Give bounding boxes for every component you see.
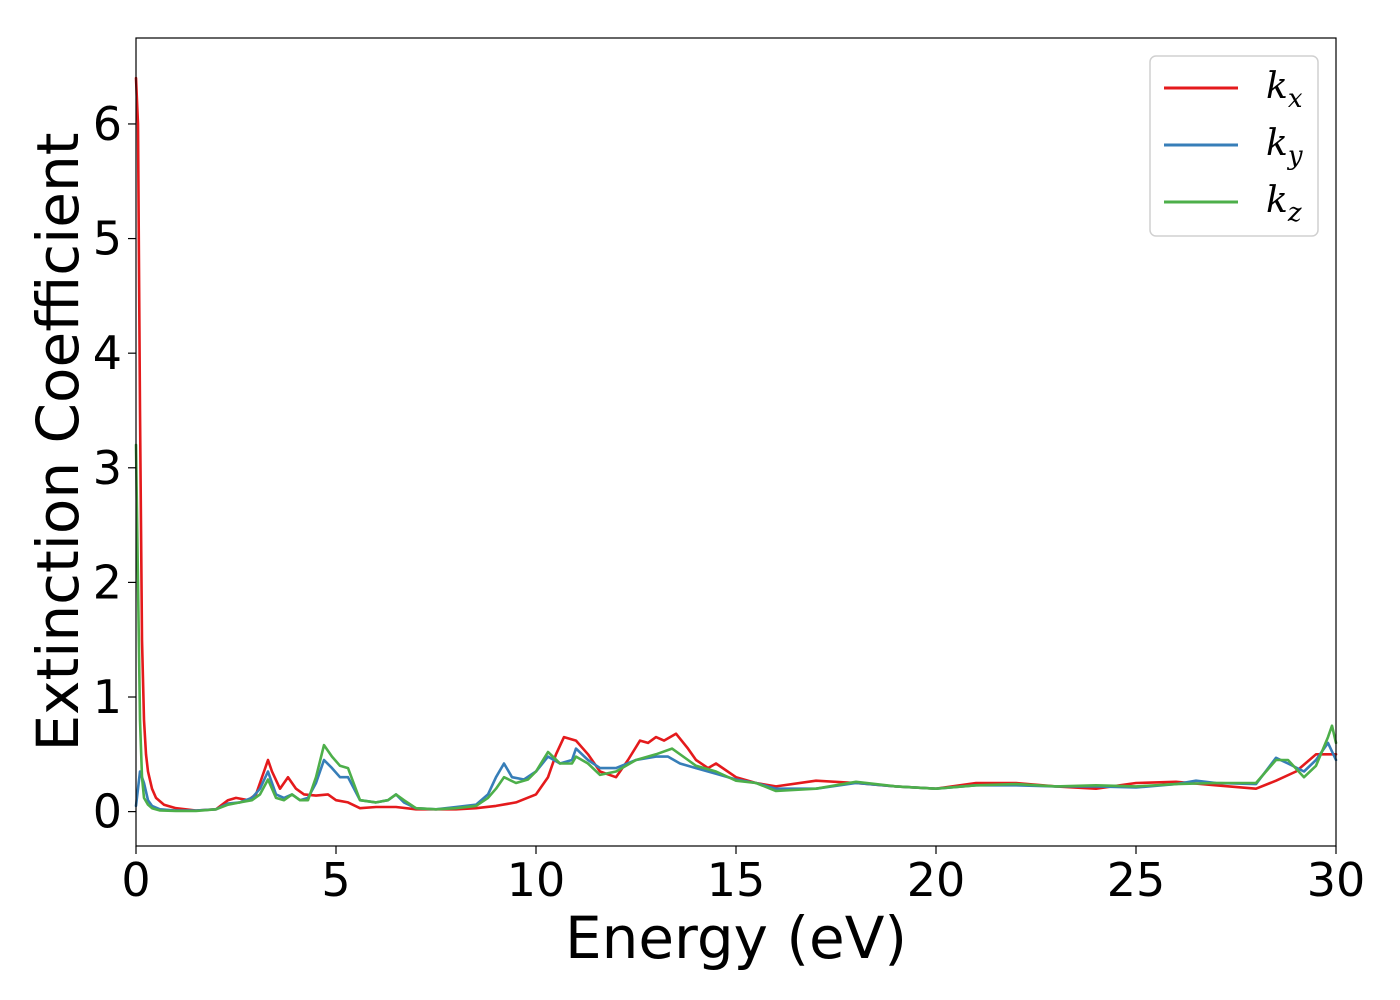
y-tick-label: 2	[93, 555, 122, 609]
x-tick-label: 20	[907, 853, 966, 907]
x-tick-label: 25	[1107, 853, 1166, 907]
x-tick-label: 15	[707, 853, 766, 907]
y-tick-label: 5	[93, 212, 122, 266]
x-axis-label: Energy (eV)	[565, 904, 907, 972]
x-tick-label: 10	[507, 853, 566, 907]
legend: kx ky kz	[1149, 55, 1319, 237]
y-tick-label: 3	[93, 441, 122, 495]
x-tick-label: 5	[321, 853, 350, 907]
series-line-z	[134, 443, 1338, 813]
plot-background	[136, 38, 1336, 846]
x-tick-label: 0	[121, 853, 150, 907]
legend-label-y: ky	[1266, 123, 1303, 171]
y-tick-label: 0	[93, 785, 122, 839]
y-axis-label: Extinction Coefficient	[24, 133, 92, 752]
x-tick-label: 30	[1307, 853, 1366, 907]
y-axis-ticks: 0 1 2 3 4 5 6	[93, 97, 136, 839]
legend-label-z: kz	[1266, 180, 1302, 228]
legend-label-x: kx	[1266, 66, 1303, 114]
y-tick-label: 4	[93, 326, 122, 380]
y-tick-label: 1	[93, 670, 122, 724]
series-layer	[134, 76, 1338, 813]
y-tick-label: 6	[93, 97, 122, 151]
x-axis-ticks: 0 5 10 15 20 25 30	[121, 846, 1365, 907]
